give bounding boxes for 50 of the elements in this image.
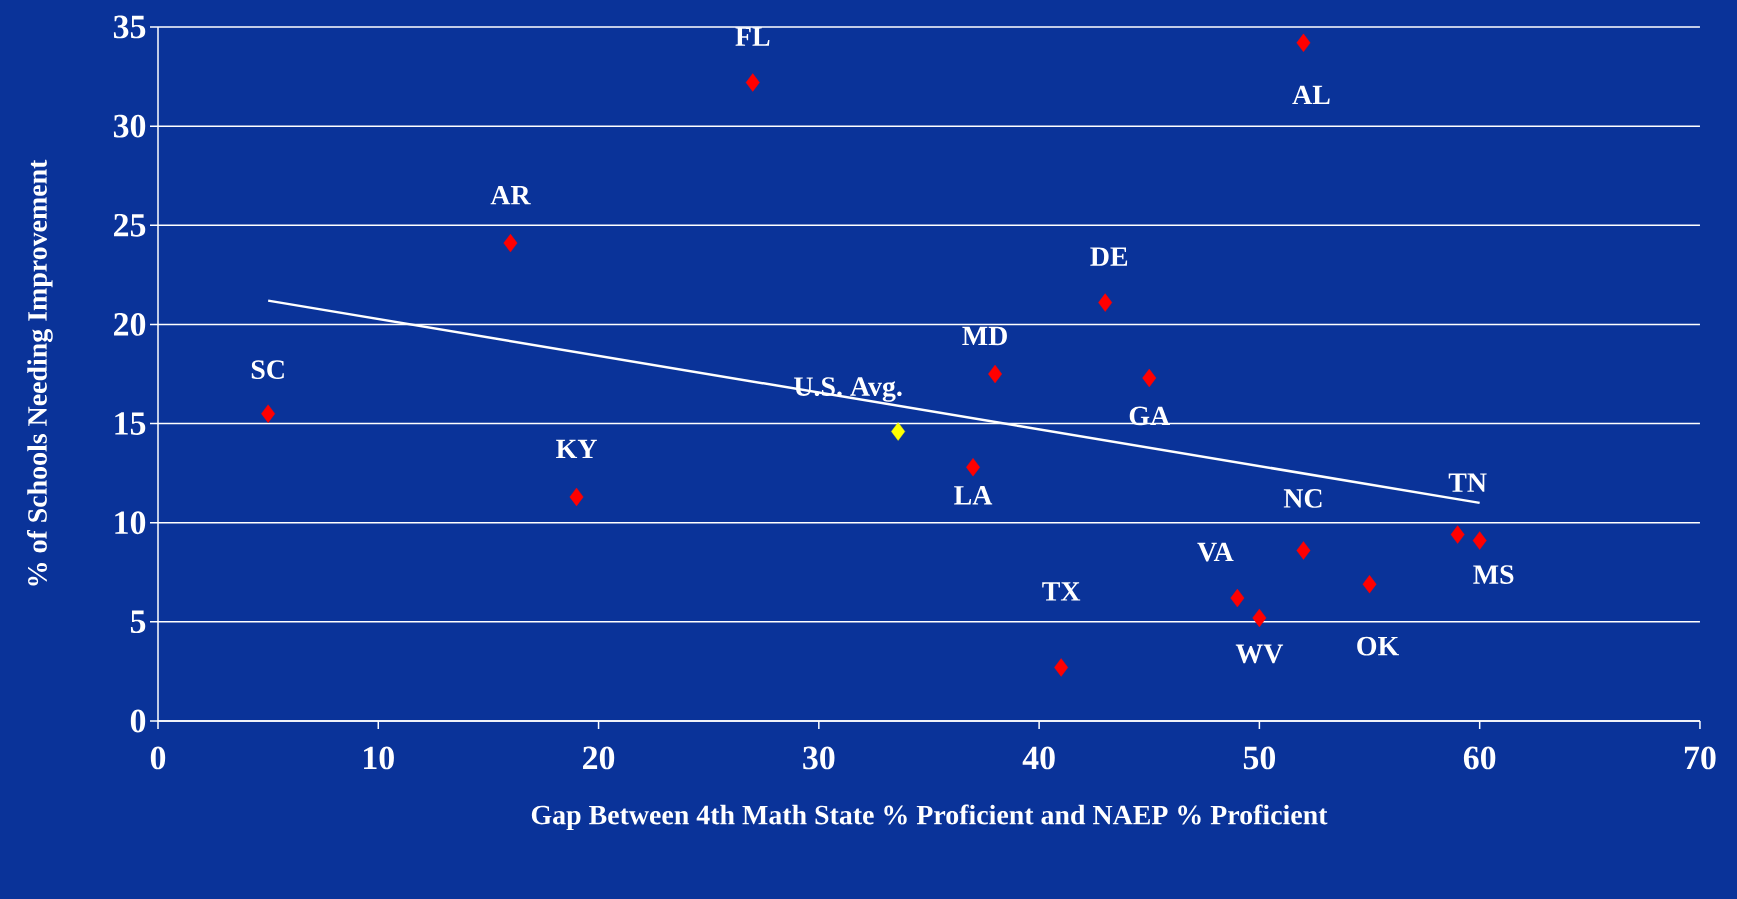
point <box>966 457 980 477</box>
point <box>503 233 518 253</box>
x-tick-label: 60 <box>1463 746 1496 770</box>
y-tick-label: 0 <box>130 709 146 733</box>
annotation: AL <box>1292 85 1330 105</box>
x-tick-label: 70 <box>1684 746 1716 770</box>
point <box>1296 541 1311 560</box>
x-axis-title: Gap Between 4th Math State % Proficient and NAEP % Proficient <box>531 804 1328 831</box>
annotation: TN <box>1448 473 1487 492</box>
y-tick-label: 35 <box>113 15 146 39</box>
point <box>1142 368 1157 388</box>
point <box>1098 293 1113 312</box>
annotation: FL <box>735 27 770 46</box>
y-tick-label: 5 <box>130 610 146 634</box>
annotation: NC <box>1283 489 1322 508</box>
y-tick-label: 15 <box>115 412 146 435</box>
x-tick-label: 30 <box>803 746 835 770</box>
point <box>569 487 584 507</box>
point <box>1054 658 1069 677</box>
point <box>745 73 760 92</box>
point <box>1296 33 1311 53</box>
y-axis-title: % of Schools Needing Improvement <box>26 159 53 586</box>
annotation: MS <box>1473 565 1514 584</box>
point <box>891 422 906 441</box>
annotation: VA <box>1197 542 1234 562</box>
point <box>261 404 276 423</box>
point <box>1252 608 1267 628</box>
annotation: MD <box>962 326 1007 346</box>
annotation: KY <box>556 439 597 459</box>
annotation: AR <box>490 185 531 205</box>
point <box>988 364 1003 384</box>
annotation: WV <box>1235 644 1284 664</box>
point <box>1230 588 1245 608</box>
y-tick-label: 20 <box>114 312 146 336</box>
annotation: DE <box>1090 247 1128 266</box>
x-tick-label: 40 <box>1022 746 1055 770</box>
point <box>1472 531 1487 550</box>
point <box>1450 525 1465 544</box>
point <box>1362 574 1377 594</box>
annotation: OK <box>1357 636 1400 656</box>
y-tick-label: 25 <box>114 213 146 237</box>
annotation: SC <box>251 360 284 380</box>
x-tick-label: 0 <box>150 746 166 770</box>
x-tick-label: 10 <box>364 746 394 770</box>
x-tick-label: 20 <box>583 746 615 770</box>
y-tick-label: 30 <box>113 114 146 138</box>
annotation: TX <box>1042 582 1081 601</box>
y-tick-label: 10 <box>115 511 146 535</box>
x-tick-label: 50 <box>1243 746 1276 770</box>
annotation: LA <box>954 485 993 505</box>
